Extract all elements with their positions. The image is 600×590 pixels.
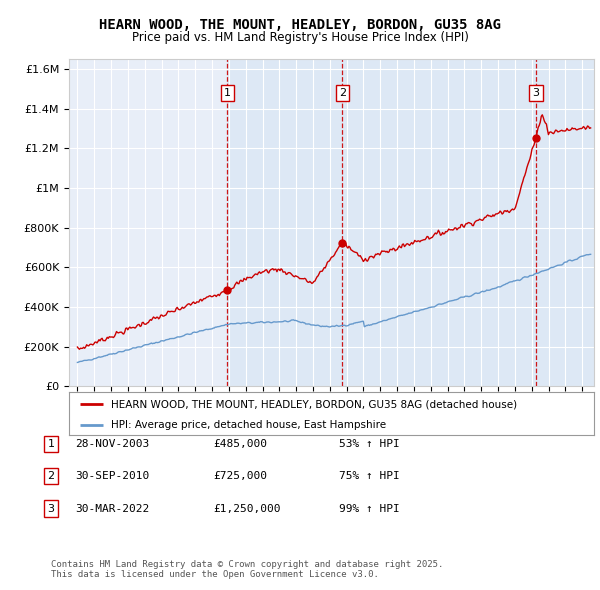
Bar [343,59,536,386]
Bar [227,59,343,386]
Bar [536,59,594,386]
Text: 30-MAR-2022: 30-MAR-2022 [75,504,149,513]
Text: 2: 2 [339,88,346,98]
Text: £725,000: £725,000 [213,471,267,481]
Text: 75% ↑ HPI: 75% ↑ HPI [339,471,400,481]
Text: Price paid vs. HM Land Registry's House Price Index (HPI): Price paid vs. HM Land Registry's House … [131,31,469,44]
Text: 99% ↑ HPI: 99% ↑ HPI [339,504,400,513]
Text: 30-SEP-2010: 30-SEP-2010 [75,471,149,481]
Text: 3: 3 [47,504,55,513]
Text: 1: 1 [224,88,231,98]
Text: 3: 3 [532,88,539,98]
Text: 53% ↑ HPI: 53% ↑ HPI [339,439,400,448]
Text: 2: 2 [47,471,55,481]
Text: £1,250,000: £1,250,000 [213,504,281,513]
Text: 28-NOV-2003: 28-NOV-2003 [75,439,149,448]
Text: HEARN WOOD, THE MOUNT, HEADLEY, BORDON, GU35 8AG (detached house): HEARN WOOD, THE MOUNT, HEADLEY, BORDON, … [111,399,517,409]
Text: HEARN WOOD, THE MOUNT, HEADLEY, BORDON, GU35 8AG: HEARN WOOD, THE MOUNT, HEADLEY, BORDON, … [99,18,501,32]
Text: Contains HM Land Registry data © Crown copyright and database right 2025.
This d: Contains HM Land Registry data © Crown c… [51,560,443,579]
Text: £485,000: £485,000 [213,439,267,448]
Text: 1: 1 [47,439,55,448]
Text: HPI: Average price, detached house, East Hampshire: HPI: Average price, detached house, East… [111,421,386,431]
